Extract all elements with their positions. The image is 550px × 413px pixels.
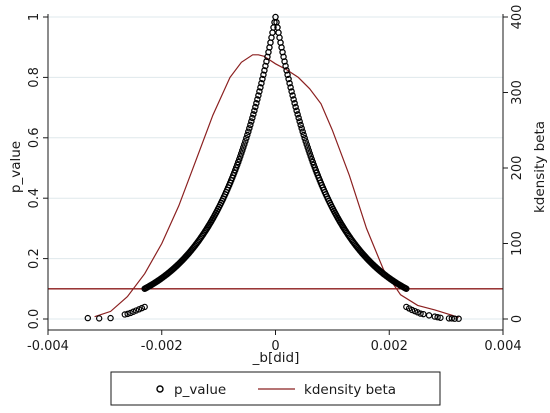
p-value-point — [238, 150, 245, 157]
p-value-point — [240, 144, 247, 151]
legend: p_value kdensity beta — [110, 371, 441, 406]
y-left-tick-label: 0.6 — [27, 127, 42, 148]
p-value-point — [253, 99, 260, 107]
p-value-point — [289, 92, 296, 99]
p-value-point — [141, 303, 148, 311]
p-value-point — [260, 71, 267, 79]
p-value-point — [287, 84, 294, 91]
p-value-point — [304, 144, 311, 151]
p-value-point — [294, 111, 301, 118]
y-right-tick-label: 400 — [510, 5, 525, 30]
legend-marker-p-value — [156, 385, 164, 393]
p-value-point — [293, 107, 300, 114]
y-left-tick-label: 0.2 — [27, 248, 42, 269]
p-value-point — [239, 147, 246, 154]
p-value-point — [250, 111, 257, 118]
p-value-point — [403, 285, 410, 292]
p-value-point — [417, 310, 424, 317]
p-value-point — [254, 96, 261, 103]
p-value-point — [290, 96, 297, 103]
gridlines — [48, 16, 503, 320]
y-right-tick-label: 100 — [510, 231, 525, 256]
p-value-point — [448, 315, 456, 322]
p-value-point — [305, 147, 312, 154]
axis-labels: 0.0 0.2 0.4 0.6 0.8 1 0 100 200 300 400 -0.004 -0.00… — [27, 5, 525, 354]
p-value-point — [258, 80, 265, 87]
p-value-point — [291, 99, 298, 107]
p-value-point — [420, 310, 427, 318]
y-axis-right-title: kdensity beta — [532, 121, 548, 213]
legend-label-kdensity: kdensity beta — [304, 382, 396, 398]
p-value-point — [249, 114, 256, 122]
p-value-point — [286, 80, 293, 87]
x-tick-label: 0.002 — [371, 339, 408, 354]
p-value-point — [259, 75, 266, 83]
x-tick-label: 0 — [271, 339, 279, 354]
p-value-point — [95, 315, 103, 322]
p-value-point — [283, 67, 290, 74]
p-value-point — [437, 314, 444, 321]
p-value-point — [434, 313, 441, 321]
p-value-point — [243, 134, 250, 142]
p-value-point — [245, 128, 252, 135]
p-value-point — [292, 103, 299, 111]
p-value-point — [302, 138, 309, 145]
p-value-point — [425, 312, 433, 319]
p-value-point — [121, 311, 128, 318]
p-value-point — [248, 118, 255, 125]
p-value-point — [252, 103, 259, 111]
p-value-point — [237, 153, 244, 160]
p-value-point — [301, 134, 308, 142]
p-value-point — [285, 75, 292, 83]
p-value-point — [451, 315, 458, 322]
y-right-tick-label: 300 — [510, 80, 525, 105]
kdensity-series — [94, 54, 459, 319]
p-value-point — [296, 118, 303, 125]
y-right-tick-label: 200 — [510, 156, 525, 181]
p-value-point — [300, 131, 307, 139]
p-value-point — [251, 107, 258, 114]
p-value-point — [256, 88, 263, 95]
y-left-tick-label: 1 — [27, 13, 42, 21]
p-value-series — [84, 13, 462, 322]
p-value-point — [246, 125, 253, 132]
p-value-point — [257, 84, 264, 91]
axes-group — [43, 14, 508, 335]
p-value-point — [431, 313, 438, 320]
p-value-point — [255, 92, 262, 99]
p-value-point — [244, 131, 251, 139]
y-axis-left-title: p_value — [8, 141, 24, 193]
p-value-point — [236, 156, 243, 163]
p-value-point — [124, 310, 131, 318]
y-right-tick-label: 0 — [510, 315, 525, 323]
legend-label-p-value: p_value — [174, 382, 226, 398]
p-value-point — [284, 71, 291, 79]
y-left-tick-label: 0.4 — [27, 188, 42, 209]
y-left-tick-label: 0.8 — [27, 67, 42, 88]
p-value-point — [303, 141, 310, 148]
p-value-point — [306, 150, 313, 157]
kdensity-line — [94, 54, 459, 319]
p-value-point — [455, 315, 462, 322]
x-tick-label: -0.004 — [27, 339, 69, 354]
p-value-point — [307, 153, 314, 160]
p-value-point — [247, 121, 254, 129]
p-value-point — [241, 141, 248, 148]
p-value-point — [242, 138, 249, 145]
p-value-point — [297, 121, 304, 129]
p-value-point — [295, 114, 302, 122]
y-left-tick-label: 0.0 — [27, 309, 42, 330]
p-value-point — [84, 314, 92, 322]
p-value-point — [107, 314, 114, 322]
p-value-point — [299, 128, 306, 135]
x-axis-title: _b[did] — [252, 350, 300, 366]
x-tick-label: -0.002 — [141, 339, 183, 354]
p-value-point — [288, 88, 295, 95]
x-tick-label: 0.004 — [484, 339, 521, 354]
p-value-point — [298, 125, 305, 132]
